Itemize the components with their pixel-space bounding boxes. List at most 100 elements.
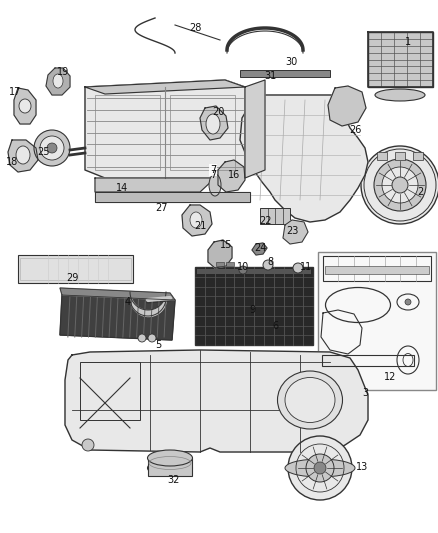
Text: 16: 16 [228,170,240,180]
Text: 5: 5 [155,340,161,350]
Bar [195,267,313,345]
Circle shape [138,334,146,342]
Text: 3: 3 [362,388,368,398]
Text: 22: 22 [259,216,271,226]
Polygon shape [182,205,212,236]
Bar [322,355,414,366]
Polygon shape [208,240,232,268]
Ellipse shape [53,74,63,88]
Bar [20,258,131,280]
Text: 14: 14 [116,183,128,193]
Polygon shape [245,80,265,178]
Circle shape [148,334,156,342]
Text: 30: 30 [285,57,297,67]
Text: 15: 15 [220,240,232,250]
Bar [395,152,405,160]
Ellipse shape [285,459,355,477]
Text: 8: 8 [267,257,273,267]
Polygon shape [252,243,267,255]
Bar [95,95,160,170]
Ellipse shape [382,167,418,203]
Text: 7: 7 [210,165,216,175]
Text: 17: 17 [9,87,21,97]
Bar [170,95,235,170]
Circle shape [288,436,352,500]
Ellipse shape [148,450,192,466]
Text: 18: 18 [6,157,18,167]
Bar [318,252,436,390]
Text: 10: 10 [237,262,249,272]
Bar [240,70,330,77]
Text: 31: 31 [264,71,276,81]
Bar [80,362,140,420]
Bar [323,256,431,281]
Polygon shape [240,95,368,222]
Circle shape [82,439,94,451]
Text: 21: 21 [194,221,206,231]
Circle shape [47,143,57,153]
Ellipse shape [375,89,425,101]
Ellipse shape [148,460,192,476]
Circle shape [40,136,64,160]
Text: 2: 2 [417,187,423,197]
Polygon shape [200,106,228,140]
Ellipse shape [209,174,221,196]
Bar [18,255,133,283]
Text: 1: 1 [405,37,411,47]
Polygon shape [60,295,175,340]
Polygon shape [95,178,215,192]
Text: 26: 26 [349,125,361,135]
Text: 23: 23 [286,226,298,236]
Bar [260,208,290,224]
Text: 28: 28 [189,23,201,33]
Ellipse shape [19,99,31,113]
Bar [377,152,387,160]
Ellipse shape [190,212,202,228]
Ellipse shape [392,177,408,193]
Polygon shape [60,288,175,300]
Text: 4: 4 [125,297,131,307]
Ellipse shape [16,146,30,164]
Text: 19: 19 [57,67,69,77]
Text: 6: 6 [272,321,278,331]
Circle shape [263,260,273,270]
Text: 13: 13 [356,462,368,472]
Polygon shape [328,86,366,126]
Ellipse shape [374,159,426,211]
Ellipse shape [206,114,220,134]
Text: 20: 20 [212,107,224,117]
Polygon shape [14,88,36,124]
Circle shape [314,462,326,474]
Circle shape [293,263,303,273]
Bar [368,32,433,87]
Ellipse shape [278,371,343,429]
Bar [197,269,311,274]
Text: 24: 24 [254,243,266,253]
Text: 11: 11 [300,262,312,272]
Polygon shape [95,192,250,202]
Bar [325,266,429,274]
Text: 29: 29 [66,273,78,283]
Text: 32: 32 [168,475,180,485]
Polygon shape [8,140,38,172]
Circle shape [405,299,411,305]
Polygon shape [85,80,245,178]
Text: 9: 9 [249,305,255,315]
Bar [413,152,423,160]
Text: 12: 12 [384,372,396,382]
Polygon shape [283,220,308,244]
Polygon shape [46,68,70,95]
Text: 25: 25 [38,147,50,157]
Polygon shape [85,80,245,94]
Bar [148,458,192,476]
Polygon shape [65,350,368,452]
Circle shape [306,454,334,482]
Text: 27: 27 [156,203,168,213]
Ellipse shape [361,146,438,224]
Ellipse shape [285,377,335,423]
Bar [226,262,234,266]
Polygon shape [218,160,245,192]
Circle shape [239,266,247,274]
Circle shape [34,130,70,166]
Bar [148,458,192,476]
